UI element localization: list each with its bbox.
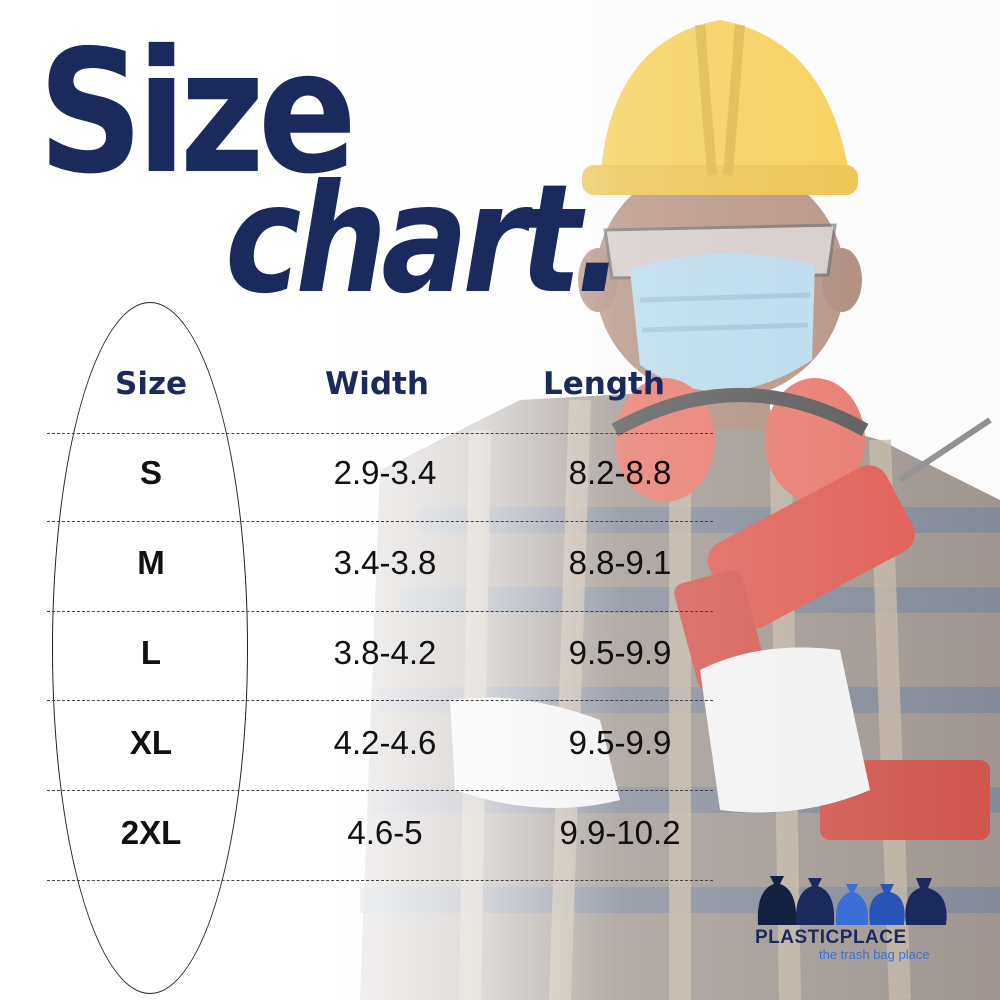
cell-length: 9.5-9.9 xyxy=(568,724,672,761)
cell-width: 2.9-3.4 xyxy=(333,454,437,491)
cell-size: M xyxy=(137,544,165,581)
brand-tagline: the trash bag place xyxy=(819,947,930,962)
header-length: Length xyxy=(543,366,665,402)
brand-name: PLASTICPLACE xyxy=(755,927,907,948)
title-chart: chart. xyxy=(225,153,625,327)
cell-width: 3.8-4.2 xyxy=(333,634,437,671)
cell-width: 3.4-3.8 xyxy=(333,544,437,581)
cell-width: 4.2-4.6 xyxy=(333,724,437,761)
row-divider xyxy=(47,700,713,701)
header-width: Width xyxy=(325,366,429,402)
cell-size: XL xyxy=(129,724,173,761)
cell-length: 9.5-9.9 xyxy=(568,634,672,671)
row-divider xyxy=(47,433,713,434)
row-divider xyxy=(47,611,713,612)
cell-length: 9.9-10.2 xyxy=(559,814,681,851)
row-divider xyxy=(47,880,713,881)
row-divider xyxy=(47,521,713,522)
cell-width: 4.6-5 xyxy=(347,814,423,851)
cell-size: L xyxy=(140,634,162,671)
row-divider xyxy=(47,790,713,791)
size-column-oval xyxy=(52,302,248,994)
cell-size: 2XL xyxy=(120,814,182,851)
cell-length: 8.2-8.8 xyxy=(568,454,672,491)
cell-length: 8.8-9.1 xyxy=(568,544,672,581)
title-size: Size xyxy=(38,14,357,212)
trash-bag-logo-icon xyxy=(757,876,947,925)
header-size: Size xyxy=(115,366,188,402)
cell-size: S xyxy=(139,454,162,491)
